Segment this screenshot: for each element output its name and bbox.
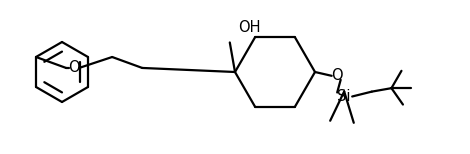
- Text: O: O: [68, 60, 80, 75]
- Text: OH: OH: [238, 20, 260, 35]
- Text: O: O: [331, 68, 343, 83]
- Text: Si: Si: [337, 89, 351, 104]
